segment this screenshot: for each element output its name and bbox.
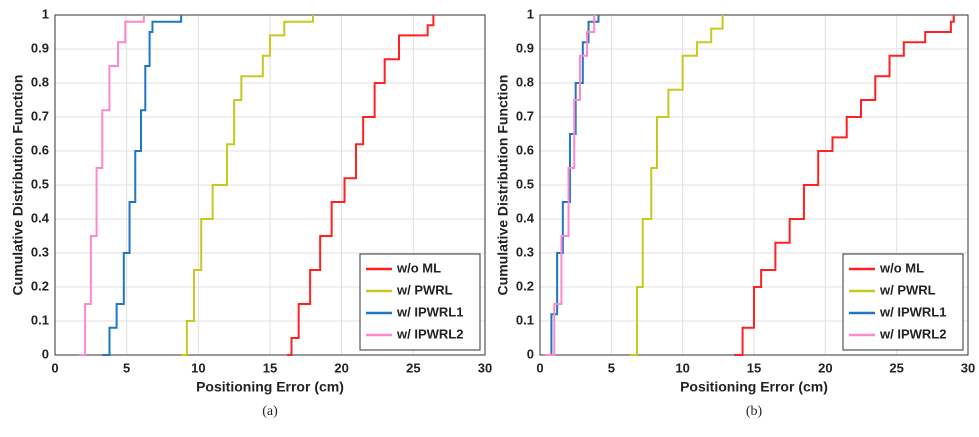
- x-tick-label: 10: [191, 360, 205, 375]
- x-tick-label: 5: [123, 360, 130, 375]
- y-tick-label: 0.2: [516, 278, 534, 293]
- y-tick-label: 0: [42, 346, 49, 361]
- cdf-line: [102, 15, 183, 356]
- cdf-line: [181, 15, 314, 356]
- cdf-line: [544, 15, 596, 356]
- x-tick-label: 25: [406, 360, 420, 375]
- y-tick-label: 0.2: [31, 278, 49, 293]
- y-tick-label: 0.1: [31, 312, 49, 327]
- y-tick-label: 0.5: [31, 176, 49, 191]
- y-tick-label: 0.4: [516, 210, 535, 225]
- y-tick-label: 0: [527, 346, 534, 361]
- y-tick-label: 0.3: [516, 244, 534, 259]
- cdf-line: [287, 15, 435, 356]
- x-tick-label: 0: [51, 360, 58, 375]
- axes-frame: [54, 14, 486, 356]
- y-tick-label: 0.3: [31, 244, 49, 259]
- legend-label: w/ PWRL: [879, 282, 936, 297]
- legend-label: w/ IPWRL2: [879, 326, 946, 341]
- axes-frame: [539, 14, 969, 356]
- x-tick-label: 15: [747, 360, 761, 375]
- x-tick-label: 0: [536, 360, 543, 375]
- cdf-line: [79, 15, 145, 356]
- cdf-line: [734, 15, 955, 356]
- cdf-line: [629, 15, 724, 356]
- x-axis-label: Positioning Error (cm): [196, 379, 344, 395]
- y-tick-label: 0.6: [31, 142, 49, 157]
- y-axis-label: Cumulative Distribution Function: [10, 75, 26, 296]
- y-tick-label: 0.8: [31, 74, 49, 89]
- legend-label: w/ PWRL: [396, 282, 453, 297]
- x-tick-label: 25: [889, 360, 903, 375]
- y-axis-label: Cumulative Distribution Function: [495, 75, 511, 296]
- legend-label: w/ IPWRL2: [396, 326, 463, 341]
- y-tick-label: 0.7: [516, 108, 534, 123]
- y-tick-label: 1: [42, 6, 49, 21]
- x-tick-label: 20: [818, 360, 832, 375]
- caption: (b): [746, 404, 763, 419]
- legend-label: w/ IPWRL1: [879, 304, 946, 319]
- x-axis-label: Positioning Error (cm): [680, 379, 828, 395]
- x-tick-label: 5: [608, 360, 615, 375]
- y-tick-label: 0.5: [516, 176, 534, 191]
- x-tick-label: 30: [478, 360, 492, 375]
- x-tick-label: 20: [334, 360, 348, 375]
- caption: (a): [262, 404, 278, 419]
- y-tick-label: 0.9: [31, 40, 49, 55]
- x-tick-label: 30: [961, 360, 975, 375]
- x-tick-label: 10: [675, 360, 689, 375]
- legend-label: w/o ML: [879, 260, 924, 275]
- y-tick-label: 0.8: [516, 74, 534, 89]
- y-tick-label: 0.4: [31, 210, 50, 225]
- legend-label: w/ IPWRL1: [396, 304, 463, 319]
- y-tick-label: 1: [527, 6, 534, 21]
- y-tick-label: 0.6: [516, 142, 534, 157]
- y-tick-label: 0.9: [516, 40, 534, 55]
- y-tick-label: 0.7: [31, 108, 49, 123]
- y-tick-label: 0.1: [516, 312, 534, 327]
- x-tick-label: 15: [263, 360, 277, 375]
- legend-label: w/o ML: [396, 260, 441, 275]
